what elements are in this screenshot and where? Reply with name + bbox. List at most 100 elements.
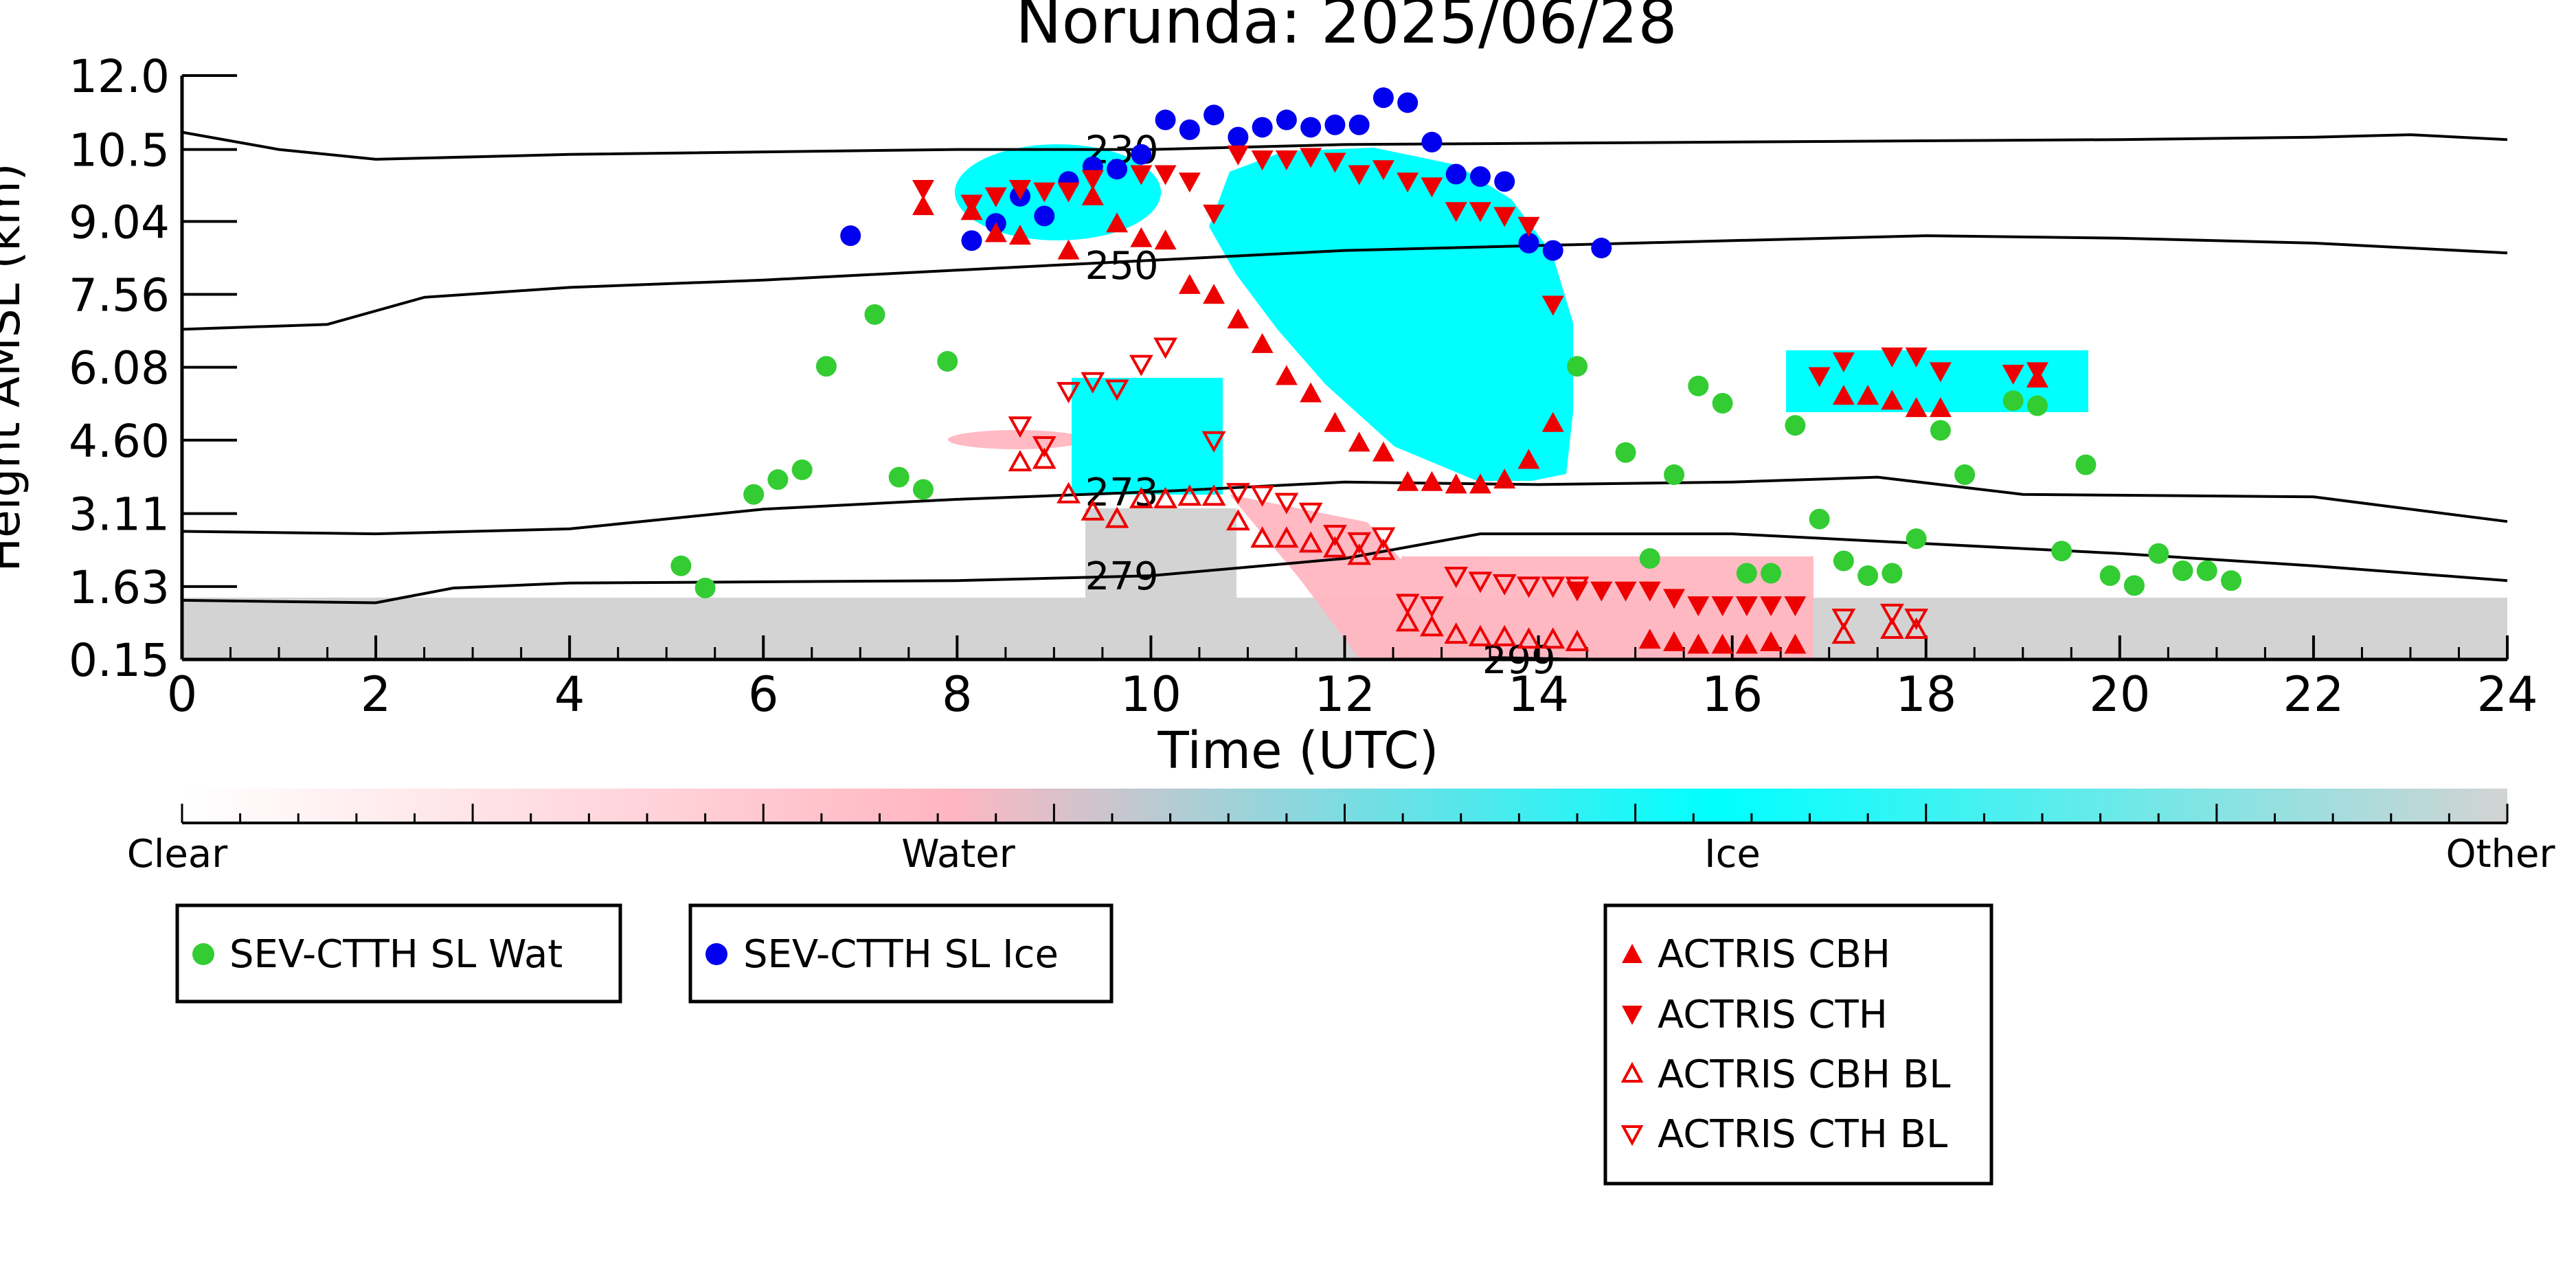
marker-actris-cth: [1300, 148, 1322, 168]
marker-actris-cbh-bl: [1879, 617, 1904, 639]
marker-actris-cbh: [1493, 468, 1516, 489]
marker-actris-cth: [1348, 165, 1370, 185]
marker-actris-cbh: [1687, 633, 1710, 654]
marker-actris-cth-bl: [1201, 431, 1226, 453]
contour-273: [181, 475, 2508, 536]
chart-title: Norunda: 2025/06/28: [1015, 0, 1677, 58]
marker-actris-cth: [1541, 295, 1564, 316]
x-tick-label: 18: [1895, 666, 1956, 723]
legend-label-actris-cth: ACTRIS CTH: [1658, 993, 1888, 1037]
marker-sev-ctth-sl-wat: [1785, 415, 1806, 436]
marker-actris-cth: [1929, 362, 1952, 383]
x-tick-label: 24: [2476, 666, 2538, 723]
marker-actris-cbh-bl: [1371, 539, 1396, 561]
marker-actris-cth: [1251, 150, 1274, 170]
marker-actris-cth: [960, 194, 983, 215]
x-ticks: 0 2 4 6 8 10 12 14 16 18 20 22 24: [167, 635, 2538, 723]
marker-actris-cth-bl: [1032, 436, 1057, 458]
marker-sev-ctth-sl-ice: [1324, 114, 1346, 135]
marker-actris-cbh-bl: [1274, 526, 1299, 548]
marker-actris-cbh: [1130, 227, 1153, 247]
marker-sev-ctth-sl-wat: [1882, 563, 1903, 584]
marker-sev-ctth-sl-ice: [1276, 109, 1297, 131]
marker-actris-cth: [1881, 347, 1903, 368]
marker-actris-cth-bl: [1420, 596, 1444, 618]
marker-actris-cbh: [1905, 397, 1928, 418]
plot-area: [182, 144, 2507, 659]
marker-sev-ctth-sl-wat: [2123, 575, 2145, 596]
marker-actris-cth-bl: [1517, 576, 1541, 598]
legend-label-sev-ice: SEV-CTTH SL Ice: [743, 932, 1059, 977]
contour-250: [181, 234, 2508, 331]
colorbar: Clear Water Ice Other: [127, 789, 2555, 877]
contour-label-279: 279: [1085, 554, 1159, 599]
marker-actris-cbh: [1300, 382, 1322, 403]
marker-sev-ctth-sl-wat: [815, 356, 837, 377]
marker-actris-cth: [1663, 589, 1686, 609]
legend-marker-actris-cth-bl: [1620, 1125, 1644, 1146]
marker-sev-ctth-sl-ice: [1300, 117, 1322, 138]
y-tick-label: 7.56: [69, 269, 170, 321]
marker-actris-cbh-bl: [1153, 486, 1177, 508]
x-tick-label: 22: [2283, 666, 2344, 723]
marker-actris-cth: [984, 187, 1007, 207]
marker-actris-cbh: [1106, 212, 1129, 233]
marker-actris-cbh: [1784, 633, 1807, 654]
marker-actris-cbh-bl: [1298, 531, 1323, 553]
marker-actris-cbh: [1154, 229, 1177, 250]
marker-sev-ctth-sl-wat: [1736, 563, 1757, 584]
marker-sev-ctth-sl-ice: [1252, 117, 1273, 138]
marker-actris-cth: [1057, 182, 1080, 203]
marker-actris-cbh-bl: [1444, 622, 1469, 644]
marker-actris-cbh: [1760, 631, 1783, 651]
y-tick-label: 9.04: [69, 196, 170, 249]
marker-actris-cth: [1227, 145, 1250, 166]
marker-sev-ctth-sl-wat: [767, 469, 789, 490]
marker-actris-cth: [2026, 362, 2048, 383]
marker-actris-cth: [1784, 596, 1807, 617]
marker-actris-cth: [1808, 367, 1831, 387]
marker-actris-cth-bl: [1904, 609, 1929, 631]
marker-sev-ctth-sl-ice: [1155, 109, 1176, 131]
contour-299: [1490, 656, 1588, 661]
marker-actris-cbh-bl: [1057, 482, 1081, 504]
marker-actris-cth: [912, 179, 934, 200]
x-tick-label: 4: [554, 666, 585, 723]
marker-actris-cbh: [1275, 365, 1298, 385]
marker-actris-cbh: [1541, 411, 1564, 432]
marker-sev-ctth-sl-wat: [1906, 528, 1927, 550]
marker-sev-ctth-sl-wat: [1761, 563, 1782, 584]
marker-actris-cth-bl: [1153, 337, 1177, 359]
marker-actris-cbh: [1203, 284, 1225, 304]
marker-actris-cth: [1517, 216, 1540, 237]
marker-actris-cth: [1832, 352, 1855, 373]
marker-sev-ctth-sl-ice: [1348, 114, 1370, 135]
marker-actris-cth: [1154, 165, 1177, 185]
colorbar-label-other: Other: [2445, 832, 2555, 877]
marker-sev-ctth-sl-wat: [2172, 560, 2193, 581]
y-tick-label: 3.11: [69, 488, 170, 541]
marker-actris-cth-bl: [1444, 567, 1469, 589]
marker-sev-ctth-sl-ice: [1591, 238, 1612, 259]
marker-actris-cbh: [912, 195, 934, 216]
marker-actris-cbh: [1638, 629, 1661, 649]
marker-actris-cbh: [1735, 633, 1758, 654]
marker-sev-ctth-sl-wat: [1567, 356, 1588, 377]
marker-actris-cbh: [1057, 239, 1080, 260]
marker-actris-cth: [1324, 152, 1346, 173]
legend-marker-sev-ice: [705, 943, 727, 965]
marker-sev-ctth-sl-ice: [1107, 159, 1128, 180]
marker-actris-cbh-bl: [1347, 543, 1372, 565]
marker-sev-ctth-sl-ice: [1542, 240, 1563, 261]
marker-actris-cbh: [1711, 633, 1734, 654]
marker-actris-cbh-bl: [1322, 536, 1347, 558]
marker-actris-cth-bl: [1879, 603, 1904, 625]
marker-actris-cth: [1760, 596, 1783, 617]
marker-sev-ctth-sl-wat: [2099, 565, 2121, 587]
y-tick-label: 12.0: [69, 50, 170, 103]
marker-sev-ctth-sl-wat: [1954, 464, 1976, 486]
marker-actris-cth-bl: [1371, 527, 1396, 549]
marker-actris-cbh-bl: [1420, 615, 1444, 637]
marker-sev-ctth-sl-wat: [1809, 508, 1830, 530]
